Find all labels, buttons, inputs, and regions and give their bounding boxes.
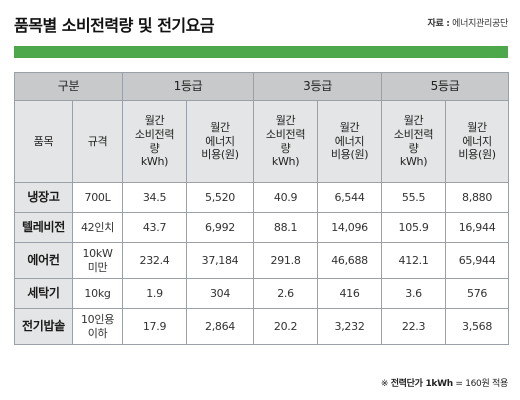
cost-value-cell: 8,880 bbox=[445, 182, 510, 213]
text-line: 에너지 bbox=[462, 134, 492, 148]
text-line: 700L bbox=[84, 190, 111, 204]
footnote-mark: ※ bbox=[380, 379, 389, 389]
text-line: 소비전력 bbox=[393, 127, 434, 141]
power-value-cell: 105.9 bbox=[381, 212, 447, 243]
text-line: 월간 bbox=[339, 120, 360, 134]
cost-value-cell: 2,864 bbox=[186, 308, 255, 345]
header-row-columns: 품목 규격 월간 소비전력 량 kWh) 월간 에너지 비용(원) 월간 소비전력 량 kWh)… bbox=[14, 100, 510, 183]
text-line: 10kW bbox=[82, 246, 113, 260]
power-value-cell: 291.8 bbox=[253, 242, 319, 279]
text-line: 미만 bbox=[87, 260, 108, 274]
item-name-cell: 세탁기 bbox=[14, 278, 73, 309]
grade-header-1: 1등급 bbox=[122, 72, 255, 101]
grade-header-3: 3등급 bbox=[253, 72, 383, 101]
monthly-cost-header: 월간 에너지 비용(원) bbox=[186, 100, 255, 183]
item-name-cell: 냉장고 bbox=[14, 182, 73, 213]
text-line: 42인치 bbox=[80, 220, 115, 234]
table-row: 전기밥솥 10인용 이하 17.9 2,864 20.2 3,232 22.3 3,568 bbox=[14, 308, 510, 345]
cost-value-cell: 416 bbox=[317, 278, 383, 309]
item-column-header: 품목 bbox=[14, 100, 73, 183]
cost-value-cell: 14,096 bbox=[317, 212, 383, 243]
cost-value-cell: 3,232 bbox=[317, 308, 383, 345]
cost-value-cell: 6,992 bbox=[186, 212, 255, 243]
monthly-cost-header: 월간 에너지 비용(원) bbox=[445, 100, 510, 183]
cost-value-cell: 576 bbox=[445, 278, 510, 309]
text-line: 월간 bbox=[467, 120, 487, 134]
power-value-cell: 20.2 bbox=[253, 308, 319, 345]
text-line: kWh) bbox=[271, 155, 300, 169]
power-value-cell: 412.1 bbox=[381, 242, 447, 279]
table-row: 세탁기 10kg 1.9 304 2.6 416 3.6 576 bbox=[14, 278, 510, 309]
spec-cell: 10kW 미만 bbox=[71, 242, 124, 279]
cost-value-cell: 304 bbox=[186, 278, 255, 309]
footnote-label: 전력단가 1kWh bbox=[390, 379, 453, 389]
item-name-cell: 텔레비전 bbox=[14, 212, 73, 243]
monthly-power-header: 월간 소비전력 량 kWh) bbox=[381, 100, 447, 183]
text-line: 월간 bbox=[210, 120, 230, 134]
spec-column-header: 규격 bbox=[71, 100, 124, 183]
text-line: 10kg bbox=[84, 286, 111, 300]
cost-value-cell: 3,568 bbox=[445, 308, 510, 345]
power-value-cell: 40.9 bbox=[253, 182, 319, 213]
footnote-value: = 160원 적용 bbox=[455, 379, 508, 389]
power-value-cell: 88.1 bbox=[253, 212, 319, 243]
table-row: 텔레비전 42인치 43.7 6,992 88.1 14,096 105.9 16,944 bbox=[14, 212, 510, 243]
text-line: 소비전력 bbox=[134, 127, 175, 141]
power-value-cell: 22.3 bbox=[381, 308, 447, 345]
text-line: 비용(원) bbox=[458, 148, 496, 162]
power-cost-table: 구분 1등급 3등급 5등급 품목 규격 월간 소비전력 량 kWh) 월간 에너지 비용… bbox=[13, 72, 510, 345]
text-line: 이하 bbox=[87, 326, 108, 340]
text-line: 비용(원) bbox=[201, 148, 239, 162]
spec-cell: 10kg bbox=[71, 278, 124, 309]
text-line: 10인용 bbox=[80, 312, 115, 326]
header-row-grades: 구분 1등급 3등급 5등급 bbox=[13, 72, 510, 101]
cost-value-cell: 37,184 bbox=[186, 242, 255, 279]
power-value-cell: 17.9 bbox=[122, 308, 188, 345]
power-value-cell: 34.5 bbox=[122, 182, 188, 213]
text-line: 량 bbox=[280, 141, 291, 155]
text-line: 비용(원) bbox=[330, 148, 369, 162]
monthly-power-header: 월간 소비전력 량 kWh) bbox=[122, 100, 188, 183]
cost-value-cell: 65,944 bbox=[445, 242, 510, 279]
text-line: kWh) bbox=[399, 155, 428, 169]
power-value-cell: 43.7 bbox=[122, 212, 188, 243]
text-line: 에너지 bbox=[334, 134, 365, 148]
text-line: 량 bbox=[149, 141, 160, 155]
accent-divider bbox=[14, 46, 508, 58]
power-value-cell: 2.6 bbox=[253, 278, 319, 309]
page-title: 품목별 소비전력량 및 전기요금 bbox=[14, 16, 215, 35]
text-line: kWh) bbox=[140, 155, 169, 169]
source-value: 에너지관리공단 bbox=[452, 19, 508, 29]
text-line: 월간 bbox=[403, 114, 424, 127]
grade-header-5: 5등급 bbox=[381, 72, 510, 101]
item-name-cell: 에어컨 bbox=[14, 242, 73, 279]
cost-value-cell: 46,688 bbox=[317, 242, 383, 279]
spec-cell: 700L bbox=[71, 182, 124, 213]
cost-value-cell: 16,944 bbox=[445, 212, 510, 243]
power-value-cell: 55.5 bbox=[381, 182, 447, 213]
source-note: 자료 : 에너지관리공단 bbox=[427, 16, 508, 29]
text-line: 월간 bbox=[144, 114, 165, 127]
power-value-cell: 1.9 bbox=[122, 278, 188, 309]
power-value-cell: 3.6 bbox=[381, 278, 447, 309]
spec-cell: 42인치 bbox=[71, 212, 124, 243]
cost-value-cell: 5,520 bbox=[186, 182, 255, 213]
cost-value-cell: 6,544 bbox=[317, 182, 383, 213]
text-line: 월간 bbox=[275, 114, 296, 127]
text-line: 소비전력 bbox=[265, 127, 306, 141]
text-line: 에너지 bbox=[205, 134, 235, 148]
monthly-cost-header: 월간 에너지 비용(원) bbox=[317, 100, 383, 183]
item-name-cell: 전기밥솥 bbox=[14, 308, 73, 345]
text-line: 량 bbox=[408, 141, 419, 155]
group-header: 구분 bbox=[13, 72, 124, 101]
table-row: 에어컨 10kW 미만 232.4 37,184 291.8 46,688 412.1 65,9… bbox=[14, 242, 510, 279]
power-value-cell: 232.4 bbox=[122, 242, 188, 279]
table-row: 냉장고 700L 34.5 5,520 40.9 6,544 55.5 8,880 bbox=[14, 182, 510, 213]
source-label: 자료 : bbox=[427, 19, 450, 29]
spec-cell: 10인용 이하 bbox=[71, 308, 124, 345]
monthly-power-header: 월간 소비전력 량 kWh) bbox=[253, 100, 319, 183]
footnote: ※ 전력단가 1kWh = 160원 적용 bbox=[381, 376, 508, 389]
